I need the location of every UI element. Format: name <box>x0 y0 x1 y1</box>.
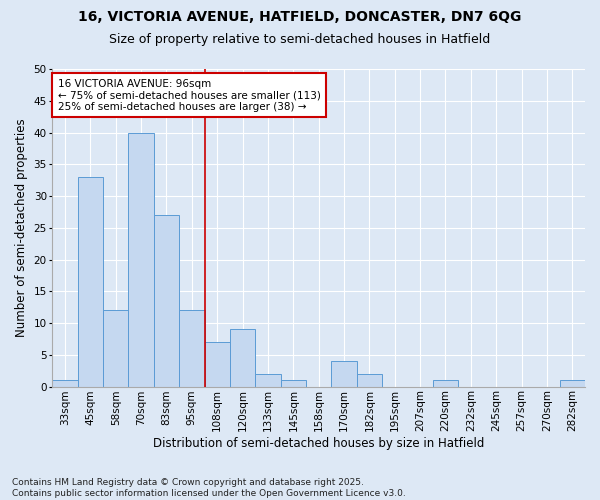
Bar <box>281 380 306 386</box>
Bar <box>357 374 382 386</box>
Bar <box>230 330 255 386</box>
X-axis label: Distribution of semi-detached houses by size in Hatfield: Distribution of semi-detached houses by … <box>153 437 484 450</box>
Y-axis label: Number of semi-detached properties: Number of semi-detached properties <box>15 118 28 337</box>
Bar <box>103 310 128 386</box>
Bar <box>205 342 230 386</box>
Text: Size of property relative to semi-detached houses in Hatfield: Size of property relative to semi-detach… <box>109 32 491 46</box>
Text: 16 VICTORIA AVENUE: 96sqm
← 75% of semi-detached houses are smaller (113)
25% of: 16 VICTORIA AVENUE: 96sqm ← 75% of semi-… <box>58 78 320 112</box>
Bar <box>255 374 281 386</box>
Bar <box>560 380 585 386</box>
Bar <box>128 132 154 386</box>
Bar <box>154 215 179 386</box>
Bar <box>433 380 458 386</box>
Text: 16, VICTORIA AVENUE, HATFIELD, DONCASTER, DN7 6QG: 16, VICTORIA AVENUE, HATFIELD, DONCASTER… <box>79 10 521 24</box>
Bar <box>331 361 357 386</box>
Bar <box>52 380 78 386</box>
Bar <box>179 310 205 386</box>
Bar <box>78 177 103 386</box>
Text: Contains HM Land Registry data © Crown copyright and database right 2025.
Contai: Contains HM Land Registry data © Crown c… <box>12 478 406 498</box>
